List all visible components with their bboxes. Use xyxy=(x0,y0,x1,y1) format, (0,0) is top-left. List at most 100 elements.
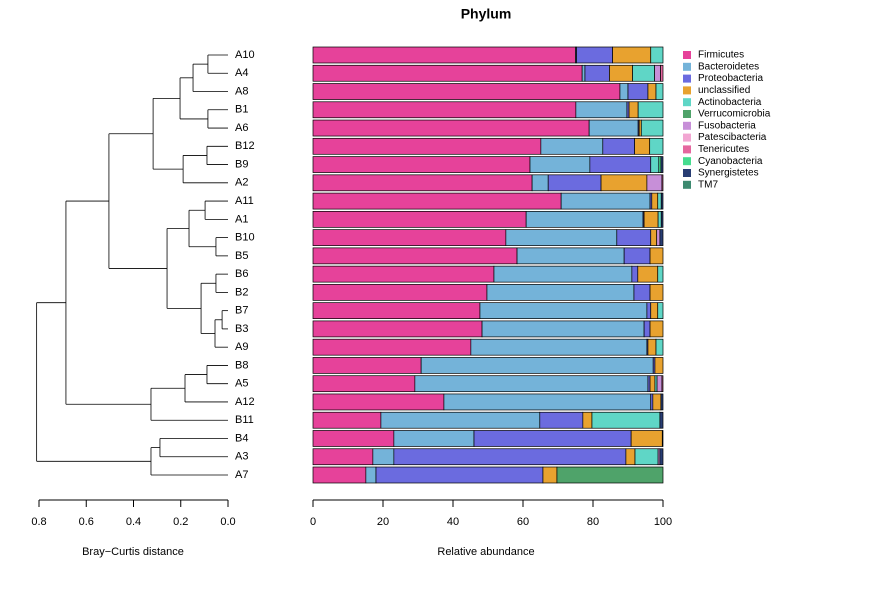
bar-segment xyxy=(505,229,618,246)
bar-segment xyxy=(633,284,651,301)
y-tick-label: B9 xyxy=(235,158,248,170)
bar-segment xyxy=(647,83,657,100)
bar-segment xyxy=(312,466,367,484)
bar-segment xyxy=(660,393,664,411)
bar-segment xyxy=(655,83,664,100)
y-tick-label: A11 xyxy=(235,195,254,207)
x-tick-label: 20 xyxy=(377,516,389,528)
bar-segment xyxy=(660,156,664,173)
x-tick-label: 0.6 xyxy=(79,516,94,528)
bar-segment xyxy=(420,357,654,374)
y-tick-label: A6 xyxy=(235,122,248,134)
bar-segment xyxy=(312,192,562,210)
x-tick-label: 0 xyxy=(310,516,316,528)
bar-segment xyxy=(312,265,495,283)
y-tick-label: B2 xyxy=(235,286,248,298)
bar-segment xyxy=(619,83,629,100)
bar-segment xyxy=(650,302,659,320)
bar-segment xyxy=(650,229,658,246)
bar-segment xyxy=(661,430,664,447)
bar-segment xyxy=(649,375,656,393)
x-axis-label: Relative abundance xyxy=(437,546,534,558)
bar-segment xyxy=(643,320,651,338)
bar-segment xyxy=(612,46,652,64)
y-tick-label: B12 xyxy=(235,140,255,152)
bar-segment xyxy=(659,448,664,466)
y-tick-label: A5 xyxy=(235,378,248,390)
bar-segment xyxy=(656,229,661,246)
bar-segment xyxy=(581,64,586,82)
bar-segment xyxy=(312,320,483,338)
bar-segment xyxy=(630,430,663,447)
bar-segment xyxy=(634,137,651,155)
y-tick-label: B11 xyxy=(235,414,254,426)
bar-segment xyxy=(660,210,664,228)
bar-segment xyxy=(372,448,395,466)
bar-segment xyxy=(654,357,664,374)
bar-segment xyxy=(649,320,664,338)
legend-label: Fusobacteria xyxy=(698,120,756,131)
x-tick-label: 0.2 xyxy=(173,516,188,528)
legend-label: Patescibacteria xyxy=(698,132,767,143)
bar-segment xyxy=(591,411,661,429)
bar-segment xyxy=(312,156,531,173)
bar-segment xyxy=(659,411,664,429)
chart-title: Phylum xyxy=(461,6,512,22)
bar-segment xyxy=(312,302,481,320)
bar-segment xyxy=(660,192,664,210)
y-tick-label: A4 xyxy=(235,67,248,79)
bar-segment xyxy=(470,338,648,356)
bar-segment xyxy=(657,302,664,320)
bar-segment xyxy=(312,430,395,447)
bar-segment xyxy=(627,83,649,100)
bar-segment xyxy=(312,83,621,100)
bar-segment xyxy=(312,229,507,246)
bar-segment xyxy=(312,393,445,411)
y-tick-label: B4 xyxy=(235,432,248,444)
legend-swatch xyxy=(683,180,691,189)
x-tick-label: 60 xyxy=(517,516,529,528)
bar-segment xyxy=(643,210,659,228)
bar-segment xyxy=(609,64,633,82)
bar-segment xyxy=(312,357,422,374)
bar-segment xyxy=(649,284,664,301)
bar-segment xyxy=(312,101,577,119)
bar-segment xyxy=(312,247,518,265)
x-tick-label: 0.4 xyxy=(126,516,141,528)
bar-segment xyxy=(634,448,659,466)
y-tick-label: A3 xyxy=(235,451,248,463)
bar-segment xyxy=(312,338,472,356)
bar-segment xyxy=(628,101,639,119)
bar-segment xyxy=(473,430,632,447)
y-tick-label: A8 xyxy=(235,85,248,97)
bar-segment xyxy=(575,101,628,119)
bar-segment xyxy=(655,338,664,356)
bar-segment xyxy=(657,192,662,210)
bar-segment xyxy=(657,210,662,228)
y-tick-label: B3 xyxy=(235,323,248,335)
y-tick-label: B6 xyxy=(235,268,248,280)
bar-segment xyxy=(576,46,613,64)
bar-segment xyxy=(312,448,374,466)
legend-label: Actinobacteria xyxy=(698,97,762,108)
bar-segment xyxy=(650,156,660,173)
bar-segment xyxy=(312,64,583,82)
legend-swatch xyxy=(683,86,691,95)
bar-segment xyxy=(660,64,664,82)
bar-segment xyxy=(542,466,558,484)
bar-segment xyxy=(661,174,664,192)
legend-label: unclassified xyxy=(698,85,750,96)
bar-segment xyxy=(582,411,593,429)
bar-segment xyxy=(631,265,639,283)
bar-segment xyxy=(375,466,544,484)
y-tick-label: A2 xyxy=(235,177,248,189)
bar-segment xyxy=(602,137,635,155)
y-tick-label: A1 xyxy=(235,213,248,225)
legend-swatch xyxy=(683,98,691,107)
legend-swatch xyxy=(683,51,691,59)
bar-segment xyxy=(652,393,662,411)
bar-segment xyxy=(312,375,416,393)
bar-segment xyxy=(588,119,639,137)
y-tick-label: A9 xyxy=(235,341,248,353)
bar-segment xyxy=(625,448,636,466)
